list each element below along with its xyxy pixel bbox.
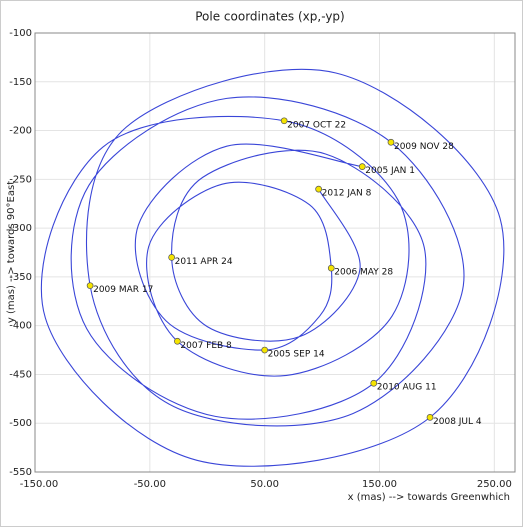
date-marker xyxy=(358,163,366,171)
date-label: 2011 APR 24 xyxy=(175,257,233,267)
y-tick-label: -350 xyxy=(9,272,32,283)
y-tick-label: -150 xyxy=(9,77,32,88)
y-tick-label: -200 xyxy=(9,126,32,137)
x-tick-label: 50.00 xyxy=(250,479,279,490)
x-tick-label: -50.00 xyxy=(134,479,166,490)
date-marker xyxy=(280,117,288,125)
date-label: 2010 AUG 11 xyxy=(377,383,437,393)
y-axis-label: y (mas) --> towards 90°East xyxy=(6,181,17,323)
date-label: 2005 JAN 1 xyxy=(365,166,415,176)
y-tick-label: -300 xyxy=(9,223,32,234)
date-marker xyxy=(426,414,434,421)
date-marker xyxy=(86,282,94,290)
date-marker xyxy=(168,254,176,261)
date-label: 2009 NOV 28 xyxy=(394,142,454,152)
pole-path xyxy=(40,68,505,467)
chart-title: Pole coordinates (xp,-yp) xyxy=(195,10,344,24)
date-label: 2009 MAR 17 xyxy=(93,285,153,295)
x-tick-label: 150.00 xyxy=(362,479,397,490)
date-marker xyxy=(315,185,322,193)
date-marker xyxy=(327,264,335,272)
date-label: 2007 FEB 8 xyxy=(180,341,232,351)
y-tick-label: -250 xyxy=(9,174,32,185)
y-tick-label: -550 xyxy=(9,467,32,478)
date-label: 2008 JUL 4 xyxy=(433,417,482,427)
date-marker xyxy=(370,379,378,387)
date-marker xyxy=(387,138,395,146)
date-label: 2012 JAN 8 xyxy=(322,189,372,199)
plot-area xyxy=(34,32,516,473)
x-tick-label: -150.00 xyxy=(20,479,59,490)
x-tick-label: 250.00 xyxy=(477,479,512,490)
y-tick-label: -450 xyxy=(9,369,32,380)
x-axis-label: x (mas) --> towards Greenwhich xyxy=(348,492,510,503)
date-marker xyxy=(174,337,181,345)
y-tick-label: -500 xyxy=(9,418,32,429)
y-tick-label: -100 xyxy=(9,28,32,39)
date-label: 2006 MAY 28 xyxy=(334,268,393,278)
date-label: 2005 SEP 14 xyxy=(268,350,325,360)
y-tick-label: -400 xyxy=(9,321,32,332)
date-marker xyxy=(261,346,269,354)
date-label: 2007 OCT 22 xyxy=(287,120,346,130)
